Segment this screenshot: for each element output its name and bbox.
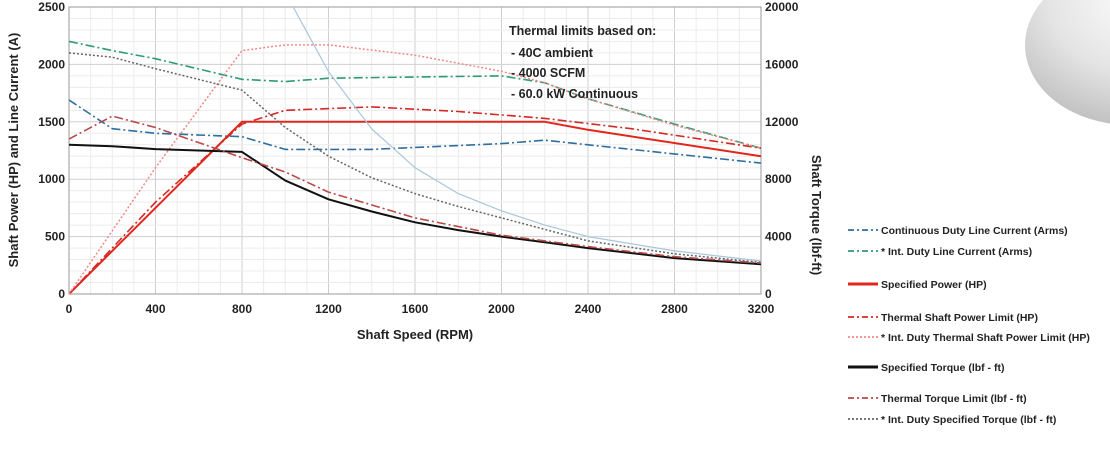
y2-axis-title: Shaft Torque (lbf-ft) bbox=[809, 155, 824, 275]
x-tick-label: 0 bbox=[66, 302, 73, 316]
x-tick-label: 3200 bbox=[748, 302, 775, 316]
y-tick-label: 2500 bbox=[38, 0, 65, 14]
grid bbox=[68, 6, 762, 295]
series-line bbox=[69, 115, 761, 264]
series-line bbox=[69, 120, 761, 294]
annotation-line: - 40C ambient bbox=[511, 46, 594, 60]
series-line bbox=[69, 99, 761, 164]
legend-label: Specified Torque (lbf - ft) bbox=[881, 362, 1004, 374]
y-tick-label: 1000 bbox=[38, 172, 65, 186]
y-tick-label: 500 bbox=[45, 230, 65, 244]
legend-label: * Int. Duty Specified Torque (lbf - ft) bbox=[881, 414, 1056, 426]
series-layer bbox=[69, 7, 761, 294]
annotation-title: Thermal limits based on: bbox=[509, 24, 656, 38]
y2-tick-label: 12000 bbox=[765, 115, 799, 129]
series-line bbox=[69, 143, 761, 266]
y-axis-title: Shaft Power (HP) and Line Current (A) bbox=[6, 33, 21, 268]
x-tick-label: 400 bbox=[145, 302, 165, 316]
legend-label: * Int. Duty Thermal Shaft Power Limit (H… bbox=[881, 332, 1090, 344]
annotation-line: - 60.0 kW Continuous bbox=[511, 87, 638, 101]
y-tick-label: 0 bbox=[58, 287, 65, 301]
x-axis-title: Shaft Speed (RPM) bbox=[357, 327, 473, 342]
tick-labels: 0 400 800 1200 1600 2000 2400 2800 3200050010001… bbox=[38, 0, 798, 316]
legend-label: * Int. Duty Line Current (Arms) bbox=[881, 246, 1032, 258]
annotation-line: - 4000 SCFM bbox=[511, 66, 585, 80]
plot-area bbox=[68, 6, 762, 295]
legend-label: Specified Power (HP) bbox=[881, 279, 987, 291]
legend-label: Continuous Duty Line Current (Arms) bbox=[881, 225, 1068, 237]
x-tick-label: 2000 bbox=[488, 302, 515, 316]
series-line bbox=[69, 40, 761, 149]
legend: Continuous Duty Line Current (Arms) * Int… bbox=[848, 225, 1090, 426]
y2-tick-label: 20000 bbox=[765, 0, 799, 14]
corner-decoration-shape bbox=[1025, 0, 1110, 124]
y-tick-label: 2000 bbox=[38, 57, 65, 71]
series-line bbox=[69, 106, 761, 294]
legend-label: Thermal Torque Limit (lbf - ft) bbox=[881, 393, 1027, 405]
annotation-box: Thermal limits based on: - 40C ambient -… bbox=[509, 24, 656, 101]
x-tick-label: 800 bbox=[232, 302, 252, 316]
series-line bbox=[69, 52, 761, 264]
y2-tick-label: 4000 bbox=[765, 230, 792, 244]
x-tick-label: 2400 bbox=[575, 302, 602, 316]
series-line bbox=[292, 7, 761, 262]
x-tick-label: 1200 bbox=[315, 302, 342, 316]
x-tick-label: 1600 bbox=[402, 302, 429, 316]
legend-label: Thermal Shaft Power Limit (HP) bbox=[881, 312, 1038, 324]
y2-tick-label: 8000 bbox=[765, 172, 792, 186]
y2-tick-label: 16000 bbox=[765, 57, 799, 71]
x-tick-label: 2800 bbox=[661, 302, 688, 316]
y-tick-label: 1500 bbox=[38, 115, 65, 129]
y2-tick-label: 0 bbox=[765, 287, 772, 301]
series-line bbox=[69, 44, 761, 294]
